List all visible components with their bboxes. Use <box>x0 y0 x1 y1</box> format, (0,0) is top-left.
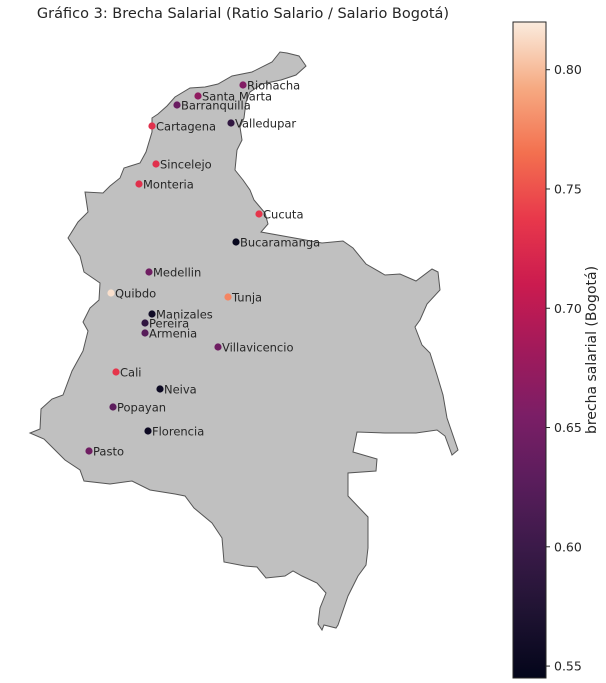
city-label: Riohacha <box>247 79 300 93</box>
city-label: Cartagena <box>156 120 216 134</box>
city-point-cali <box>112 368 120 376</box>
city-point-tunja <box>224 293 232 301</box>
city-label: Sincelejo <box>160 158 212 172</box>
city-label: Barranquilla <box>181 99 251 113</box>
city-point-manizales <box>148 310 156 318</box>
city-label: Monteria <box>143 178 194 192</box>
city-point-armenia <box>141 329 149 337</box>
city-point-bucaramanga <box>232 238 240 246</box>
city-label: Florencia <box>152 425 204 439</box>
city-label: Santa Marta <box>202 90 272 104</box>
city-label: Tunja <box>231 291 262 305</box>
city-label: Armenia <box>149 327 197 341</box>
city-label: Villavicencio <box>222 341 294 355</box>
city-point-sincelejo <box>152 160 160 168</box>
colombia-map <box>28 51 459 632</box>
city-point-florencia <box>144 427 152 435</box>
city-label: Medellin <box>153 266 201 280</box>
city-label: Pereira <box>149 317 189 331</box>
colorbar-tick-label: 0.65 <box>554 420 582 435</box>
colorbar-tick-label: 0.70 <box>554 301 582 316</box>
city-label: Cali <box>120 366 141 380</box>
colorbar-tick-label: 0.60 <box>554 539 582 554</box>
city-point-monteria <box>135 180 143 188</box>
colorbar-tick-label: 0.75 <box>554 181 582 196</box>
city-point-neiva <box>156 385 164 393</box>
chart-title: Gráfico 3: Brecha Salarial (Ratio Salari… <box>37 6 449 22</box>
city-label: Neiva <box>164 383 197 397</box>
city-label: Valledupar <box>235 117 296 131</box>
colorbar <box>512 21 547 679</box>
colorbar-label: brecha salarial (Bogotá) <box>584 266 600 434</box>
city-point-valledupar <box>227 119 235 127</box>
city-point-quibdo <box>107 289 115 297</box>
city-label: Manizales <box>156 308 213 322</box>
city-point-cartagena <box>148 122 156 130</box>
city-label: Popayan <box>117 401 166 415</box>
city-label: Cucuta <box>263 208 304 222</box>
city-point-barranquilla <box>173 101 181 109</box>
colorbar-tick-label: 0.80 <box>554 62 582 77</box>
city-point-medellin <box>145 268 153 276</box>
colorbar-ticks: 0.55 0.60 0.65 0.70 0.75 0.80 <box>546 62 582 674</box>
city-label: Quibdo <box>115 287 156 301</box>
city-point-popayan <box>109 403 117 411</box>
city-point-pasto <box>85 447 93 455</box>
colorbar-tick-label: 0.55 <box>554 659 582 674</box>
city-point-riohacha <box>239 81 247 89</box>
city-point-villavicencio <box>214 343 222 351</box>
city-point-santa-marta <box>194 92 202 100</box>
city-label: Pasto <box>93 445 124 459</box>
city-point-pereira <box>141 319 149 327</box>
city-label: Bucaramanga <box>240 236 320 250</box>
city-point-cucuta <box>255 210 263 218</box>
